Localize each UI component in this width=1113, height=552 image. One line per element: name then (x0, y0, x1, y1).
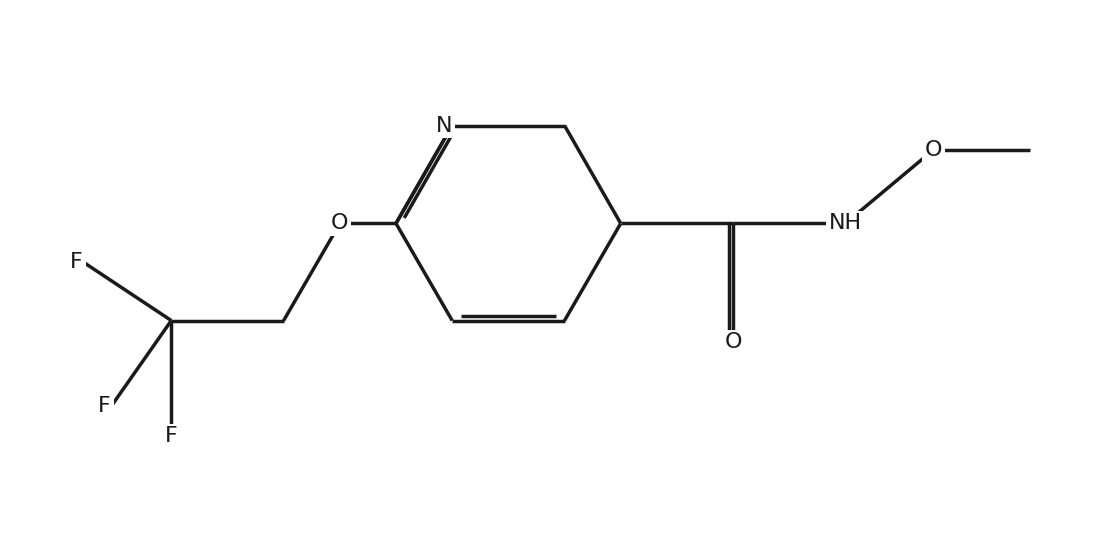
Text: O: O (331, 214, 348, 233)
Text: F: F (98, 396, 111, 416)
Text: O: O (925, 140, 943, 160)
Text: NH: NH (829, 214, 861, 233)
Text: N: N (435, 115, 452, 136)
Text: F: F (165, 427, 178, 447)
Text: O: O (725, 332, 741, 352)
Text: F: F (70, 252, 83, 272)
